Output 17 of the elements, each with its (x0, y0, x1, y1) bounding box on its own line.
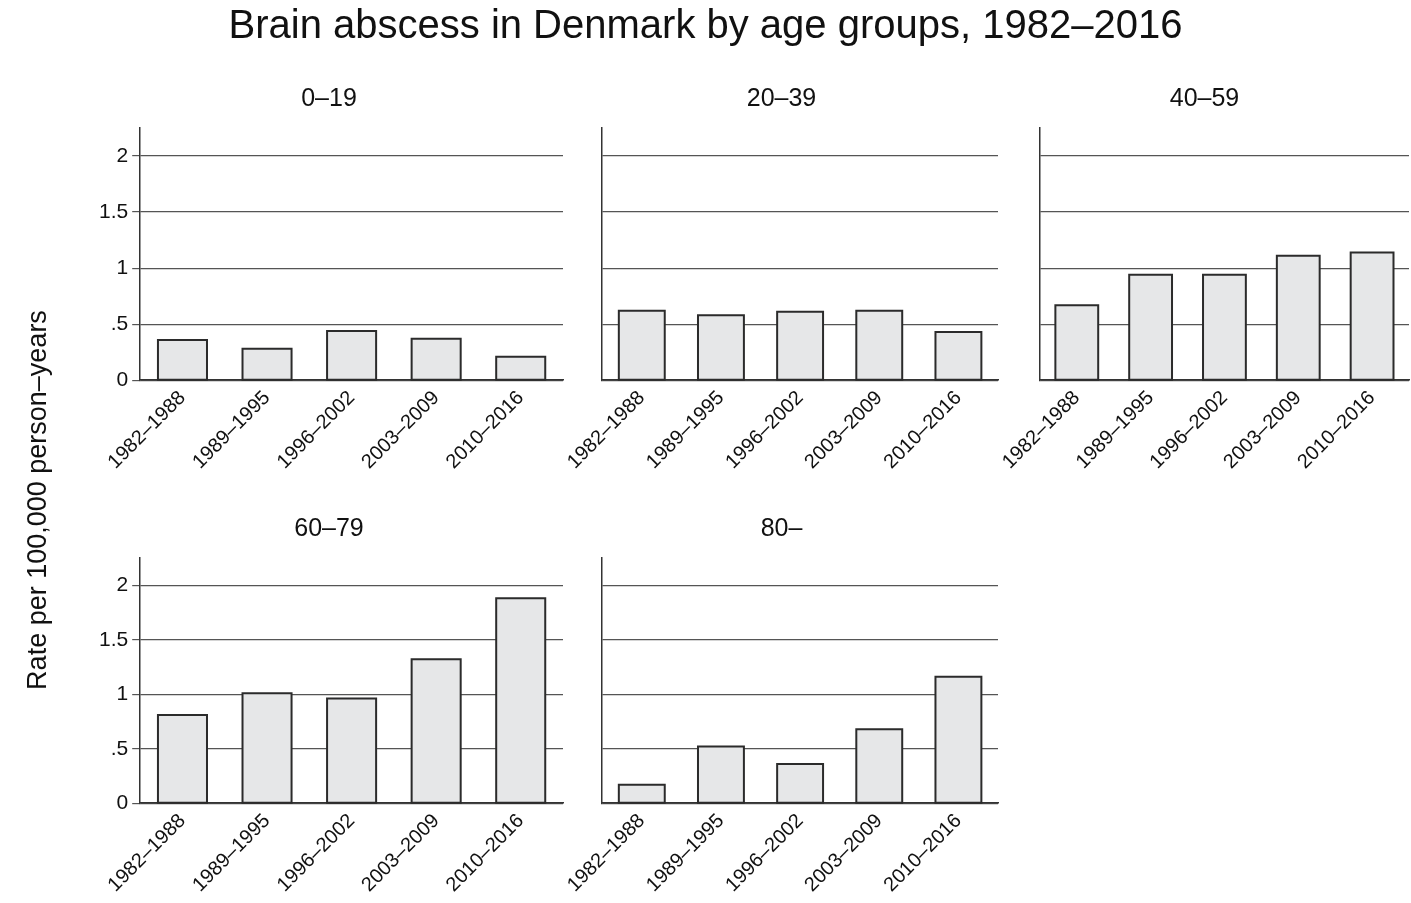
text: Brain abscess in Denmark by age groups, 1982–2016 (227, 2, 1184, 47)
y-tick-label: .5 (110, 310, 129, 334)
y-tick-label: 2 (116, 572, 129, 596)
chart-title: 40–59 (1169, 82, 1240, 111)
chart-title: 0–19 (301, 82, 357, 111)
y-tick-label: 0 (116, 367, 129, 391)
y-tick-label: 1 (116, 254, 129, 278)
chart-title: 80– (760, 512, 803, 541)
y-tick-label: 1.5 (98, 626, 129, 650)
y-tick-label: 2 (116, 142, 129, 166)
y-tick-label: 1.5 (98, 198, 129, 222)
y-tick-label: 1 (116, 681, 129, 705)
y-tick-label: 0 (116, 790, 129, 814)
y-axis-title: Rate per 100,000 person–years (21, 310, 53, 690)
chart-title: 60–79 (294, 512, 364, 541)
chart-title: 20–39 (746, 82, 817, 111)
y-tick-label: .5 (110, 735, 129, 759)
